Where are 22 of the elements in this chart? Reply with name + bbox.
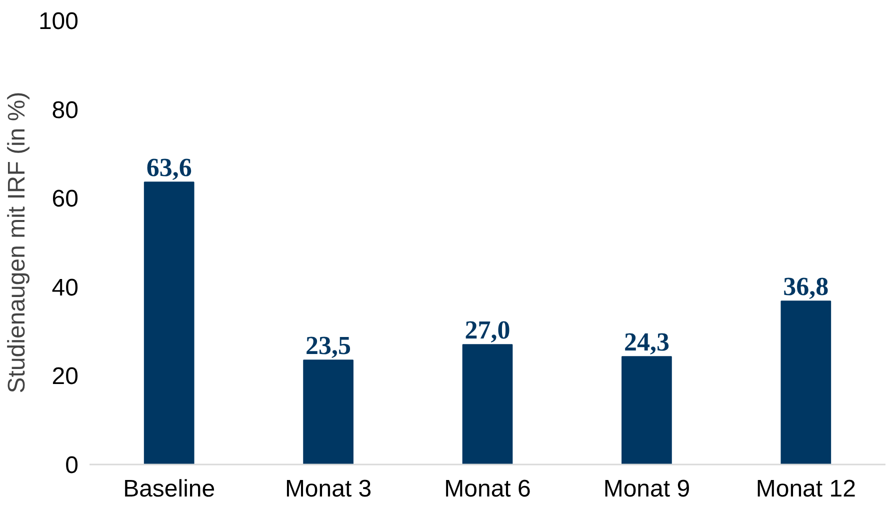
data-label: 23,5 <box>306 331 352 360</box>
y-axis-title: Studienaugen mit IRF (in %) <box>3 92 30 394</box>
x-tick-label: Monat 12 <box>756 476 856 502</box>
y-tick-label: 80 <box>52 96 79 124</box>
y-tick-label: 40 <box>52 274 79 302</box>
x-tick-label: Monat 6 <box>444 476 531 502</box>
x-tick-label: Baseline <box>123 476 216 502</box>
bar <box>303 360 354 464</box>
data-label: 36,8 <box>783 272 829 302</box>
data-label: 63,6 <box>146 153 192 182</box>
y-tick-label: 20 <box>52 363 79 390</box>
bar <box>622 356 672 464</box>
y-tick-label: 0 <box>65 452 79 479</box>
x-tick-label: Monat 3 <box>284 476 372 502</box>
data-label: 27,0 <box>464 316 510 345</box>
data-label: 24,3 <box>624 328 670 357</box>
bar <box>462 344 513 464</box>
y-tick-label: 100 <box>38 8 79 35</box>
x-tick-label: Monat 9 <box>603 476 690 502</box>
bar <box>780 300 832 464</box>
bar <box>144 182 194 464</box>
y-tick-label: 60 <box>52 186 79 213</box>
